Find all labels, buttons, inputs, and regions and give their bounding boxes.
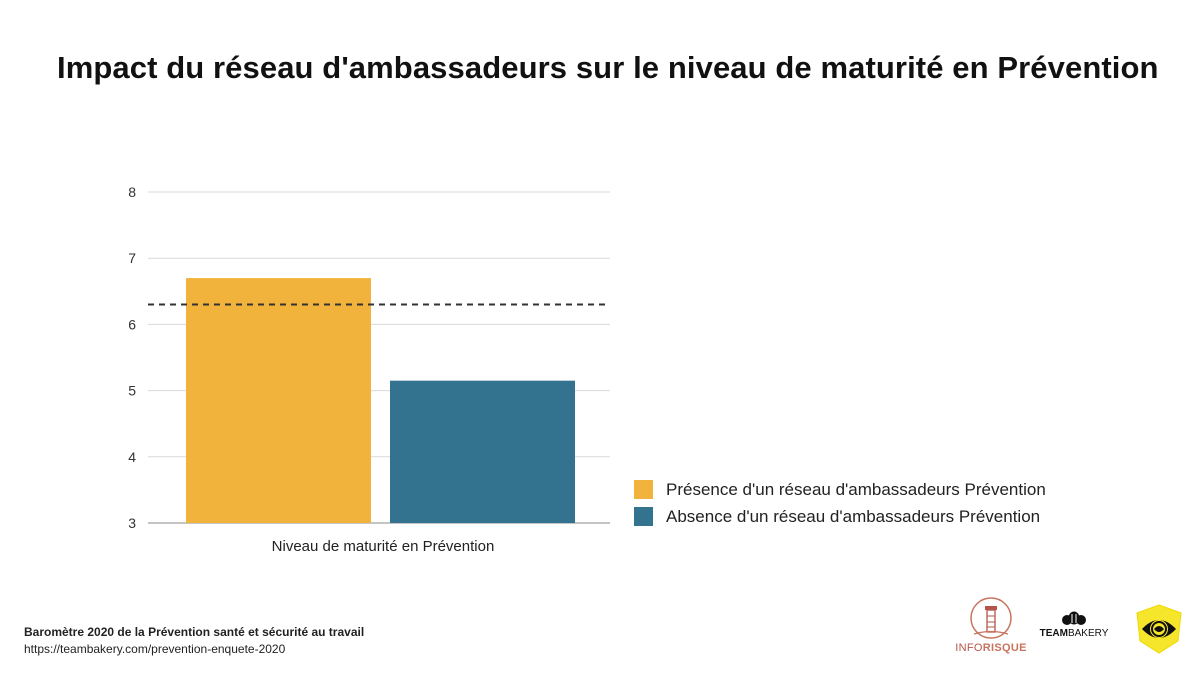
lighthouse-icon [970, 597, 1012, 639]
bar-0 [186, 278, 371, 523]
y-tick-label: 6 [128, 316, 136, 332]
legend-swatch-presence [634, 480, 653, 499]
chart-title: Impact du réseau d'ambassadeurs sur le n… [57, 50, 1159, 85]
y-tick-label: 5 [128, 383, 136, 399]
inforisque-logo-text-2: RISQUE [982, 642, 1027, 654]
teambakery-logo: TEAMBAKERY [1036, 610, 1112, 639]
legend: Présence d'un réseau d'ambassadeurs Prév… [634, 476, 1046, 530]
y-tick-label: 7 [128, 250, 136, 266]
footer-url[interactable]: https://teambakery.com/prevention-enquet… [24, 642, 286, 656]
x-category-label: Niveau de maturité en Prévention [272, 538, 495, 555]
inforisque-logo: INFORISQUE [955, 596, 1027, 658]
teambakery-logo-text-2: BAKERY [1067, 628, 1109, 639]
footer-source: Baromètre 2020 de la Prévention santé et… [24, 625, 365, 639]
legend-swatch-absence [634, 507, 653, 526]
legend-label-presence: Présence d'un réseau d'ambassadeurs Prév… [666, 479, 1046, 499]
eye-badge-logo [1136, 604, 1182, 654]
legend-item-absence: Absence d'un réseau d'ambassadeurs Préve… [634, 503, 1046, 530]
legend-label-absence: Absence d'un réseau d'ambassadeurs Préve… [666, 506, 1041, 526]
bar-1 [390, 380, 575, 523]
croissant-icon [1062, 611, 1086, 625]
y-tick-label: 8 [128, 184, 136, 200]
teambakery-logo-text-1: TEAM [1039, 628, 1068, 639]
legend-item-presence: Présence d'un réseau d'ambassadeurs Prév… [634, 476, 1046, 503]
y-tick-label: 3 [128, 515, 136, 531]
footer: Baromètre 2020 de la Prévention santé et… [24, 624, 364, 658]
inforisque-logo-text-1: INFO [955, 642, 983, 654]
y-tick-label: 4 [128, 449, 136, 465]
